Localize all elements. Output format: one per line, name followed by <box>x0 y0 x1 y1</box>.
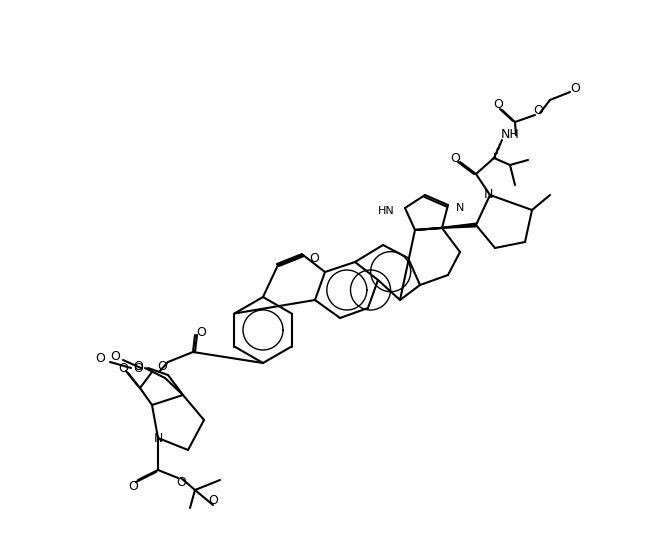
Text: O: O <box>118 361 128 375</box>
Text: O: O <box>176 477 186 490</box>
Text: O: O <box>133 359 143 372</box>
Text: O: O <box>95 352 105 365</box>
Text: O: O <box>157 360 167 373</box>
Polygon shape <box>138 387 152 405</box>
Polygon shape <box>415 223 476 230</box>
Polygon shape <box>167 374 183 395</box>
Text: O: O <box>309 252 319 265</box>
Text: O: O <box>450 152 460 165</box>
Text: O: O <box>208 494 218 507</box>
Text: O: O <box>533 104 543 116</box>
Text: O: O <box>196 325 206 339</box>
Text: O: O <box>110 349 120 363</box>
Text: NH: NH <box>501 128 519 141</box>
Text: O: O <box>128 480 138 494</box>
Text: N: N <box>456 203 464 213</box>
Text: O: O <box>493 98 503 111</box>
Text: O: O <box>570 81 580 94</box>
Text: O: O <box>133 361 143 375</box>
Text: HN: HN <box>378 206 395 216</box>
Text: N: N <box>483 187 493 200</box>
Text: N: N <box>153 432 163 446</box>
